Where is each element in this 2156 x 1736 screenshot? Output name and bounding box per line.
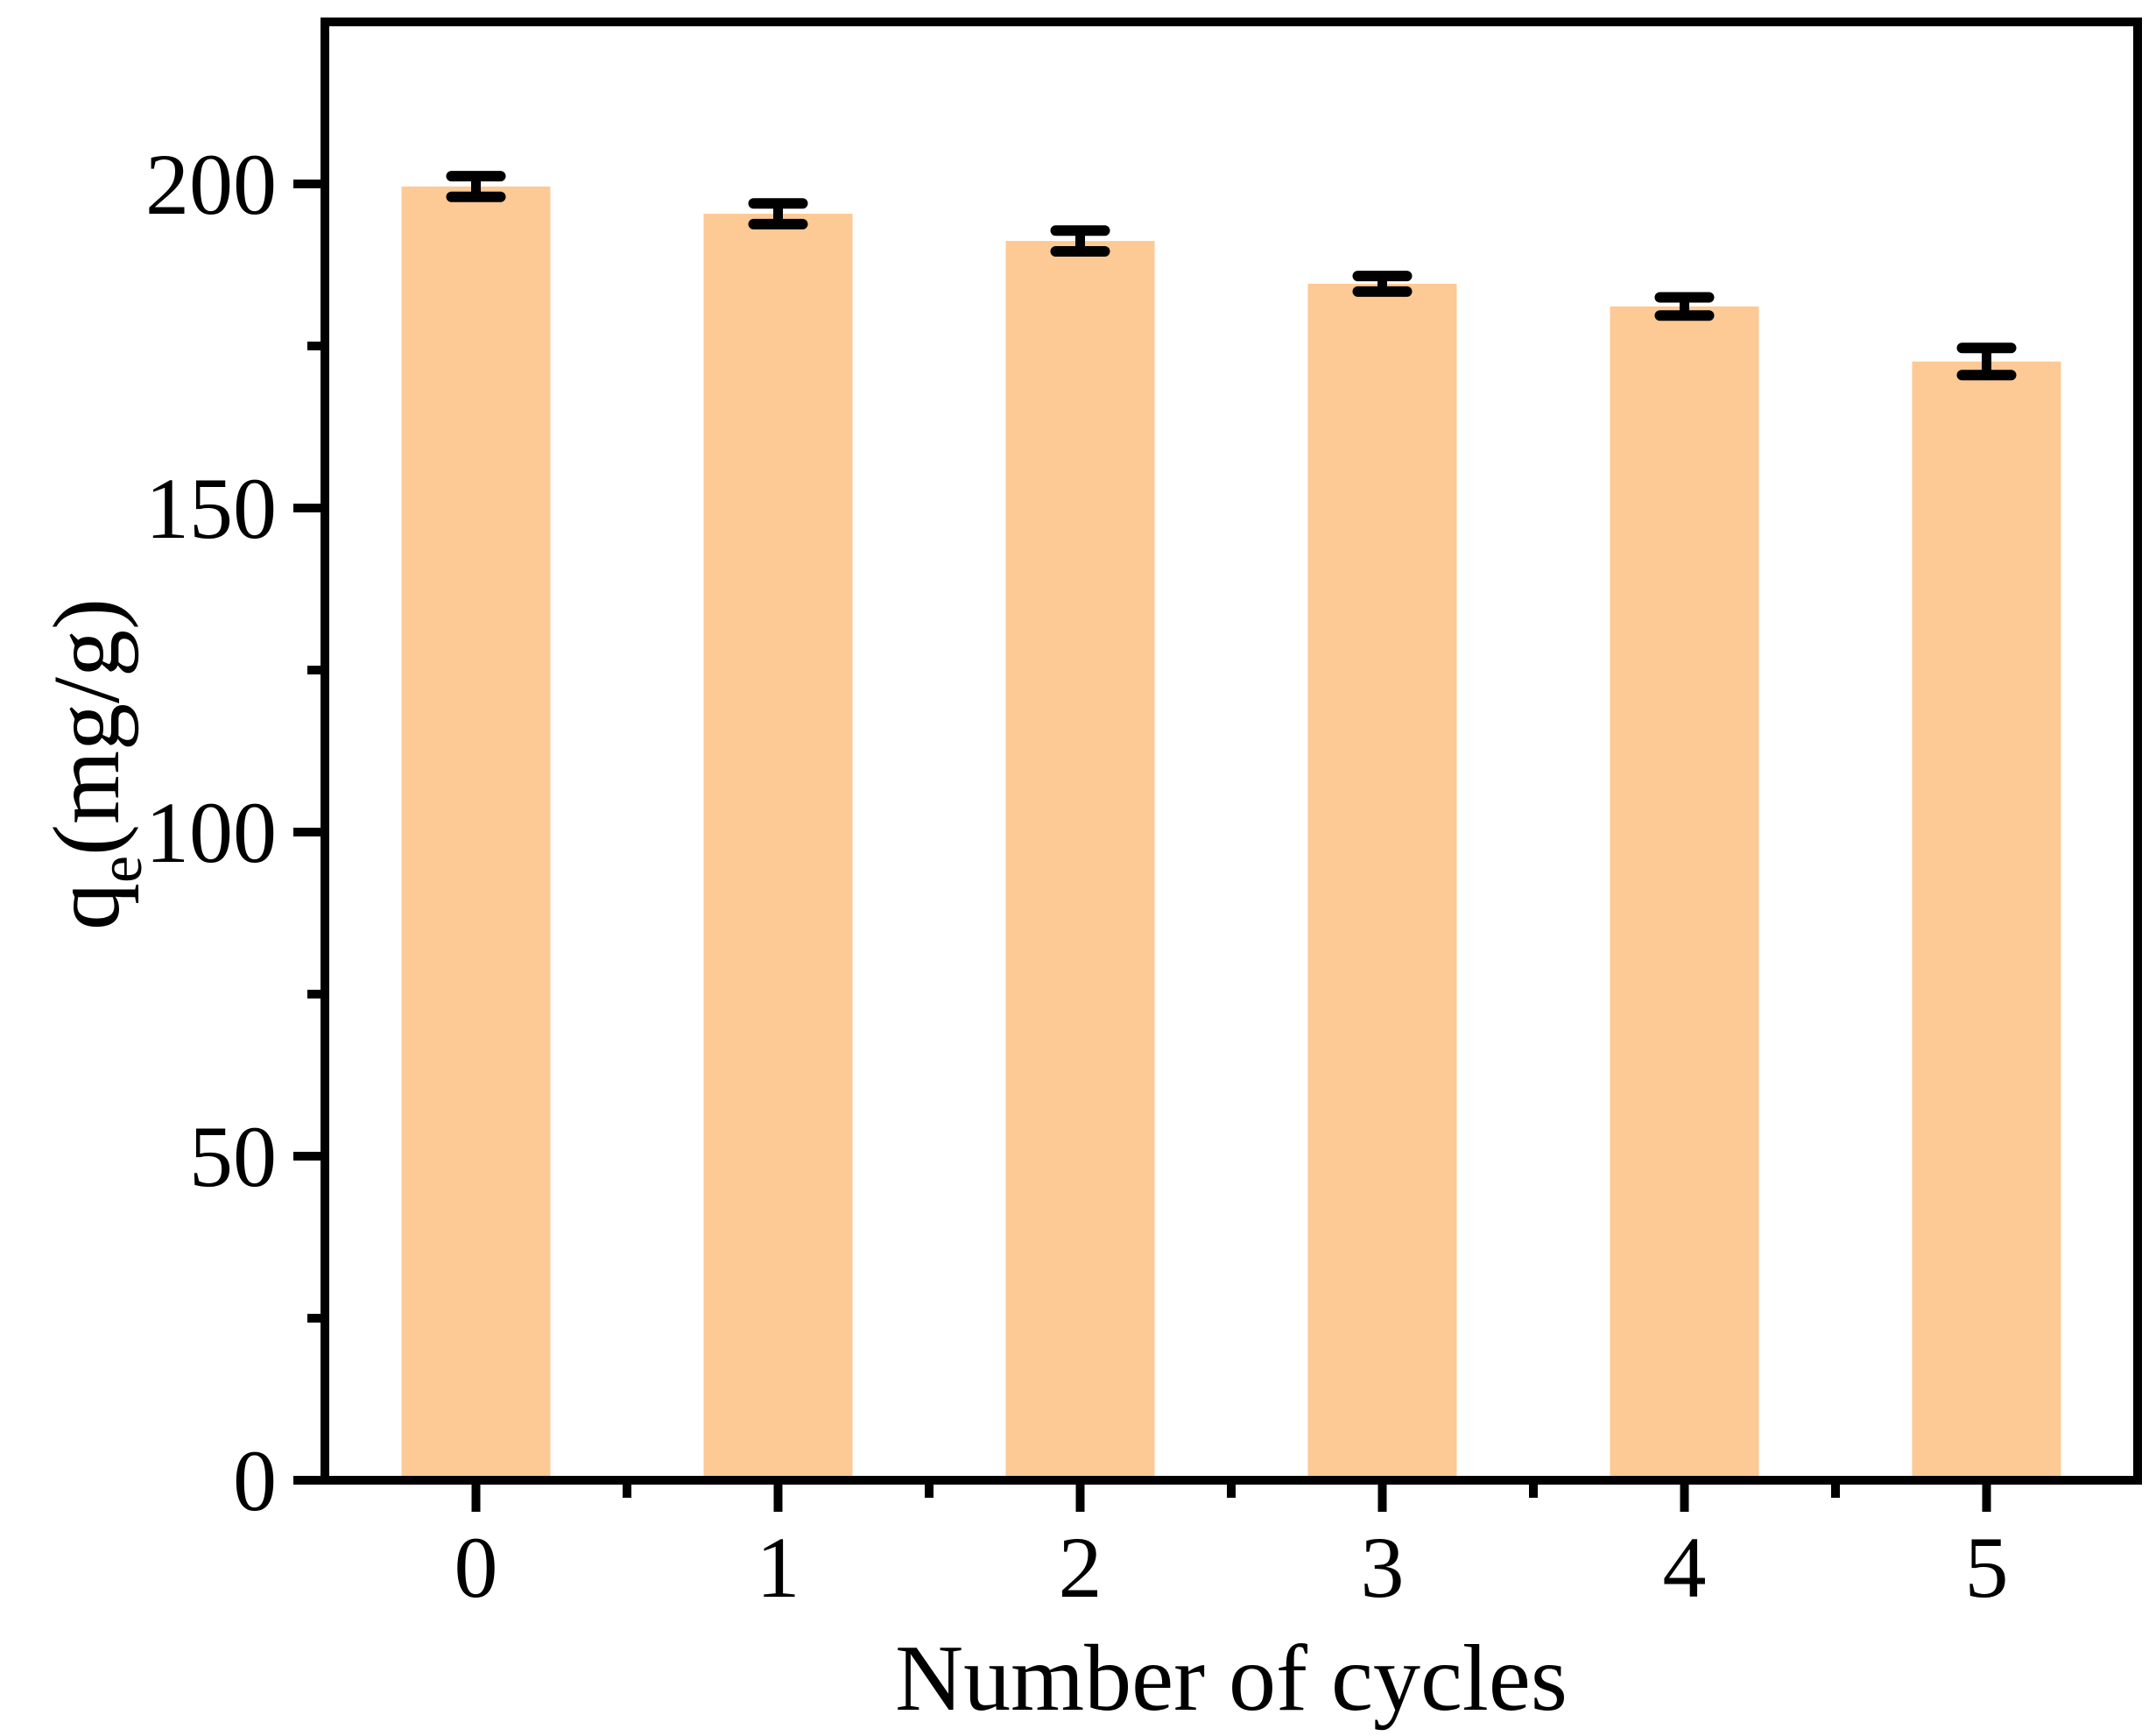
bar-cycle-4: [1610, 306, 1759, 1480]
y-tick-label-150: 150: [145, 460, 277, 557]
tick-labels-group: 0 50 100 150 200 0 1 2 3 4 5: [145, 136, 2009, 1616]
y-tick-label-200: 200: [145, 136, 277, 233]
y-axis-label-base: q: [35, 883, 139, 930]
error-bar-cycle-1: [748, 198, 808, 229]
bar-cycle-2: [1005, 241, 1155, 1480]
y-axis-label: qe(mg/g): [35, 598, 155, 930]
bar-cycle-5: [1912, 361, 2061, 1480]
x-axis-label: Number of cycles: [895, 1627, 1568, 1731]
error-bars-group: [446, 171, 2017, 381]
plot-frame: [321, 18, 2142, 1485]
y-tick-label-50: 50: [189, 1108, 277, 1205]
error-bar-cycle-2: [1050, 225, 1110, 257]
bar-cycle-0: [401, 186, 551, 1481]
bar-cycle-1: [703, 214, 853, 1480]
y-tick-label-100: 100: [145, 784, 277, 881]
error-bar-cycle-0: [446, 171, 506, 202]
x-tick-label-4: 4: [1663, 1519, 1707, 1616]
x-tick-label-0: 0: [454, 1519, 498, 1616]
bars-group: [401, 186, 2061, 1481]
x-tick-label-2: 2: [1059, 1519, 1103, 1616]
error-bar-cycle-4: [1654, 292, 1715, 321]
error-bar-cycle-5: [1956, 342, 2017, 381]
y-tick-label-0: 0: [233, 1432, 277, 1529]
x-tick-label-3: 3: [1361, 1519, 1405, 1616]
y-axis-label-subscript: e: [88, 856, 155, 883]
y-axis-label-unit: (mg/g): [35, 598, 139, 856]
x-tick-label-5: 5: [1965, 1519, 2009, 1616]
bar-cycle-3: [1307, 283, 1457, 1481]
x-tick-label-1: 1: [757, 1519, 800, 1616]
error-bar-cycle-3: [1352, 271, 1413, 297]
